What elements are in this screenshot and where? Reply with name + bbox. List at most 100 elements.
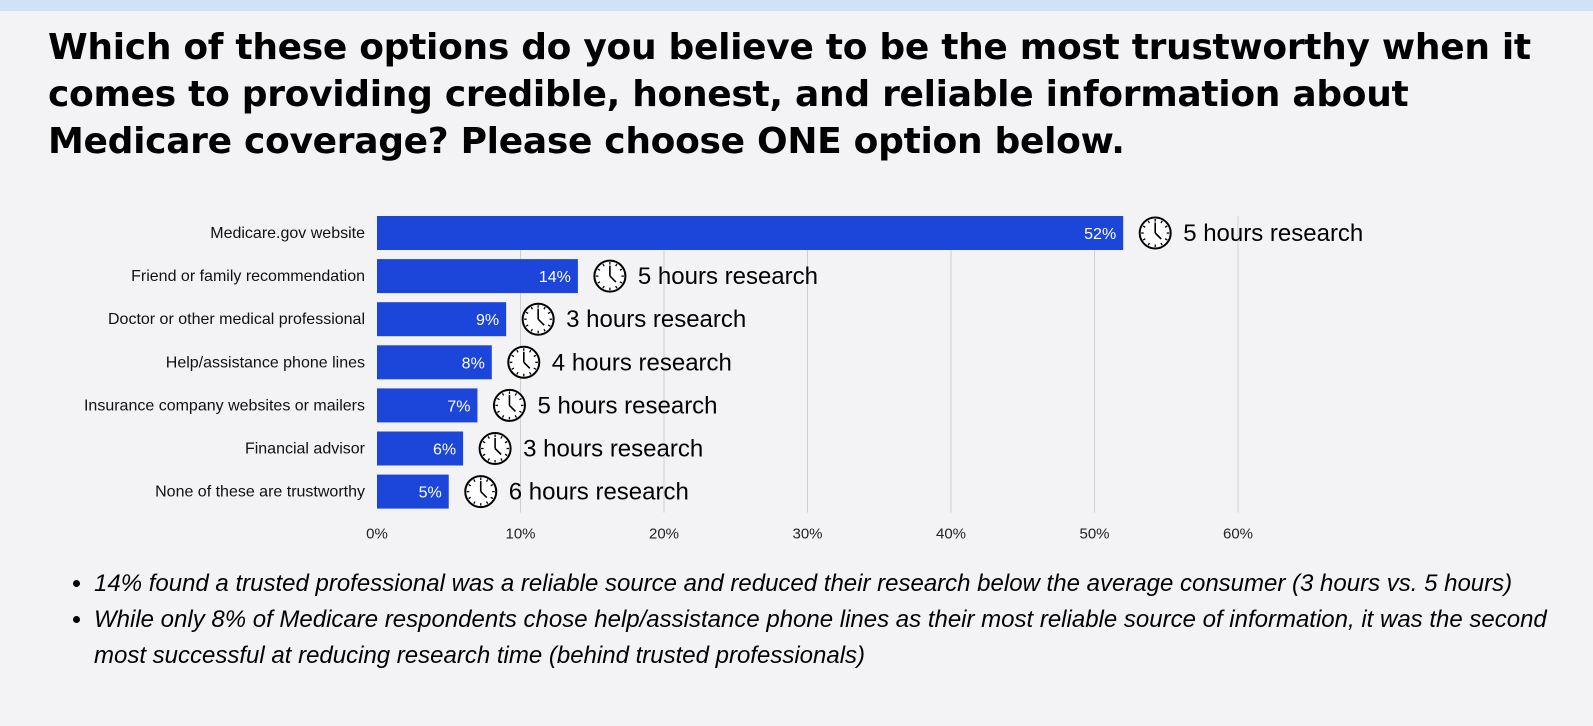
clock-tick xyxy=(1160,242,1163,246)
clock-tick xyxy=(528,371,532,375)
clock-tick xyxy=(516,371,519,375)
clock-tick xyxy=(482,453,486,457)
category-label: Friend or family recommendation xyxy=(131,268,365,285)
bar-value-label: 8% xyxy=(462,355,485,372)
clock-tick xyxy=(514,415,518,418)
clock-tick xyxy=(602,285,605,289)
clock-tick xyxy=(530,328,533,332)
bar xyxy=(377,431,464,466)
clock-tick xyxy=(547,311,551,315)
clock-tick xyxy=(1164,225,1168,228)
clock-hand xyxy=(1154,232,1162,240)
category-label: Help/assistance phone lines xyxy=(166,354,365,371)
clock-tick xyxy=(487,436,490,439)
clock-tick xyxy=(490,484,494,487)
x-tick-label: 0% xyxy=(366,526,388,543)
research-annotation: 3 hours research xyxy=(523,436,703,463)
bar xyxy=(377,259,578,294)
category-label: Financial advisor xyxy=(245,441,366,458)
clock-tick xyxy=(519,397,522,401)
clock-icon xyxy=(593,259,627,293)
clock-tick xyxy=(597,268,601,271)
clock-tick xyxy=(543,328,546,332)
clock-tick xyxy=(1142,225,1146,228)
clock-hand xyxy=(494,447,502,456)
note-item: 14% found a trusted professional was a r… xyxy=(94,566,1564,602)
clock-tick xyxy=(1147,242,1151,246)
bar-value-label: 9% xyxy=(476,312,499,329)
clock-icon xyxy=(521,302,555,336)
bar-value-label: 7% xyxy=(447,398,470,415)
clock-tick xyxy=(543,306,546,310)
clock-tick xyxy=(619,281,623,284)
clock-tick xyxy=(1147,220,1151,224)
category-label: Medicare.gov website xyxy=(210,225,365,242)
clock-tick xyxy=(504,440,508,444)
clock-tick xyxy=(473,501,476,505)
clock-tick xyxy=(468,496,472,500)
clock-tick xyxy=(490,496,494,500)
research-annotation: 6 hours research xyxy=(509,479,689,506)
clock-tick xyxy=(519,410,522,413)
bar-chart: 0% 10% 20% 30% 40% 50% 60% Medicare.gov website… xyxy=(84,216,1363,543)
clock-icon xyxy=(507,345,541,379)
clock-tick xyxy=(528,349,532,353)
clock-tick xyxy=(485,479,489,482)
bar xyxy=(377,302,507,337)
x-tick-label: 30% xyxy=(792,526,822,543)
research-annotation: 3 hours research xyxy=(566,306,746,333)
page-title: Which of these options do you believe to… xyxy=(48,27,1531,162)
clock-tick xyxy=(525,311,529,315)
clock-tick xyxy=(511,354,515,358)
notes-list: 14% found a trusted professional was a r… xyxy=(60,566,1564,674)
x-tick-label: 40% xyxy=(936,526,966,543)
clock-tick xyxy=(1164,238,1168,241)
bar-value-label: 5% xyxy=(419,485,442,502)
top-accent-strip xyxy=(0,0,1593,11)
clock-hand xyxy=(523,361,531,369)
bar-value-label: 6% xyxy=(433,442,456,459)
clock-tick xyxy=(487,458,490,461)
clock-icon xyxy=(492,388,526,422)
clock-tick xyxy=(615,263,618,267)
bar xyxy=(377,345,492,380)
clock-tick xyxy=(615,285,618,289)
category-label: Doctor or other medical professional xyxy=(108,311,365,328)
bar xyxy=(377,474,449,509)
clock-tick xyxy=(1142,238,1146,241)
clock-hand xyxy=(508,404,517,412)
clock-hand xyxy=(609,275,617,283)
clock-tick xyxy=(473,479,476,482)
clock-tick xyxy=(530,306,533,310)
research-annotation: 5 hours research xyxy=(638,263,818,290)
clock-tick xyxy=(482,440,486,444)
clock-tick xyxy=(468,484,472,487)
clock-icon xyxy=(464,475,498,509)
bar-value-label: 52% xyxy=(1084,226,1116,243)
clock-tick xyxy=(514,392,518,396)
clock-hand xyxy=(480,491,488,499)
clock-tick xyxy=(619,268,623,271)
clock-tick xyxy=(501,415,505,418)
research-annotation: 4 hours research xyxy=(552,349,732,376)
clock-icon xyxy=(1138,216,1172,250)
clock-tick xyxy=(597,281,601,284)
research-annotation: 5 hours research xyxy=(1183,220,1363,247)
clock-tick xyxy=(1160,220,1163,224)
research-annotation: 5 hours research xyxy=(537,392,717,419)
clock-icon xyxy=(478,432,512,465)
clock-tick xyxy=(504,453,508,457)
clock-tick xyxy=(533,367,537,370)
category-label: None of these are trustworthy xyxy=(155,484,365,501)
clock-tick xyxy=(602,263,605,267)
clock-tick xyxy=(516,349,519,353)
bar-value-label: 14% xyxy=(539,269,571,286)
category-label: Insurance company websites or mailers xyxy=(84,397,365,414)
clock-hand xyxy=(537,318,545,326)
clock-tick xyxy=(533,354,537,358)
clock-tick xyxy=(501,392,505,396)
x-tick-label: 20% xyxy=(649,526,679,543)
clock-tick xyxy=(497,397,500,401)
bar xyxy=(377,216,1124,250)
clock-tick xyxy=(500,436,503,439)
